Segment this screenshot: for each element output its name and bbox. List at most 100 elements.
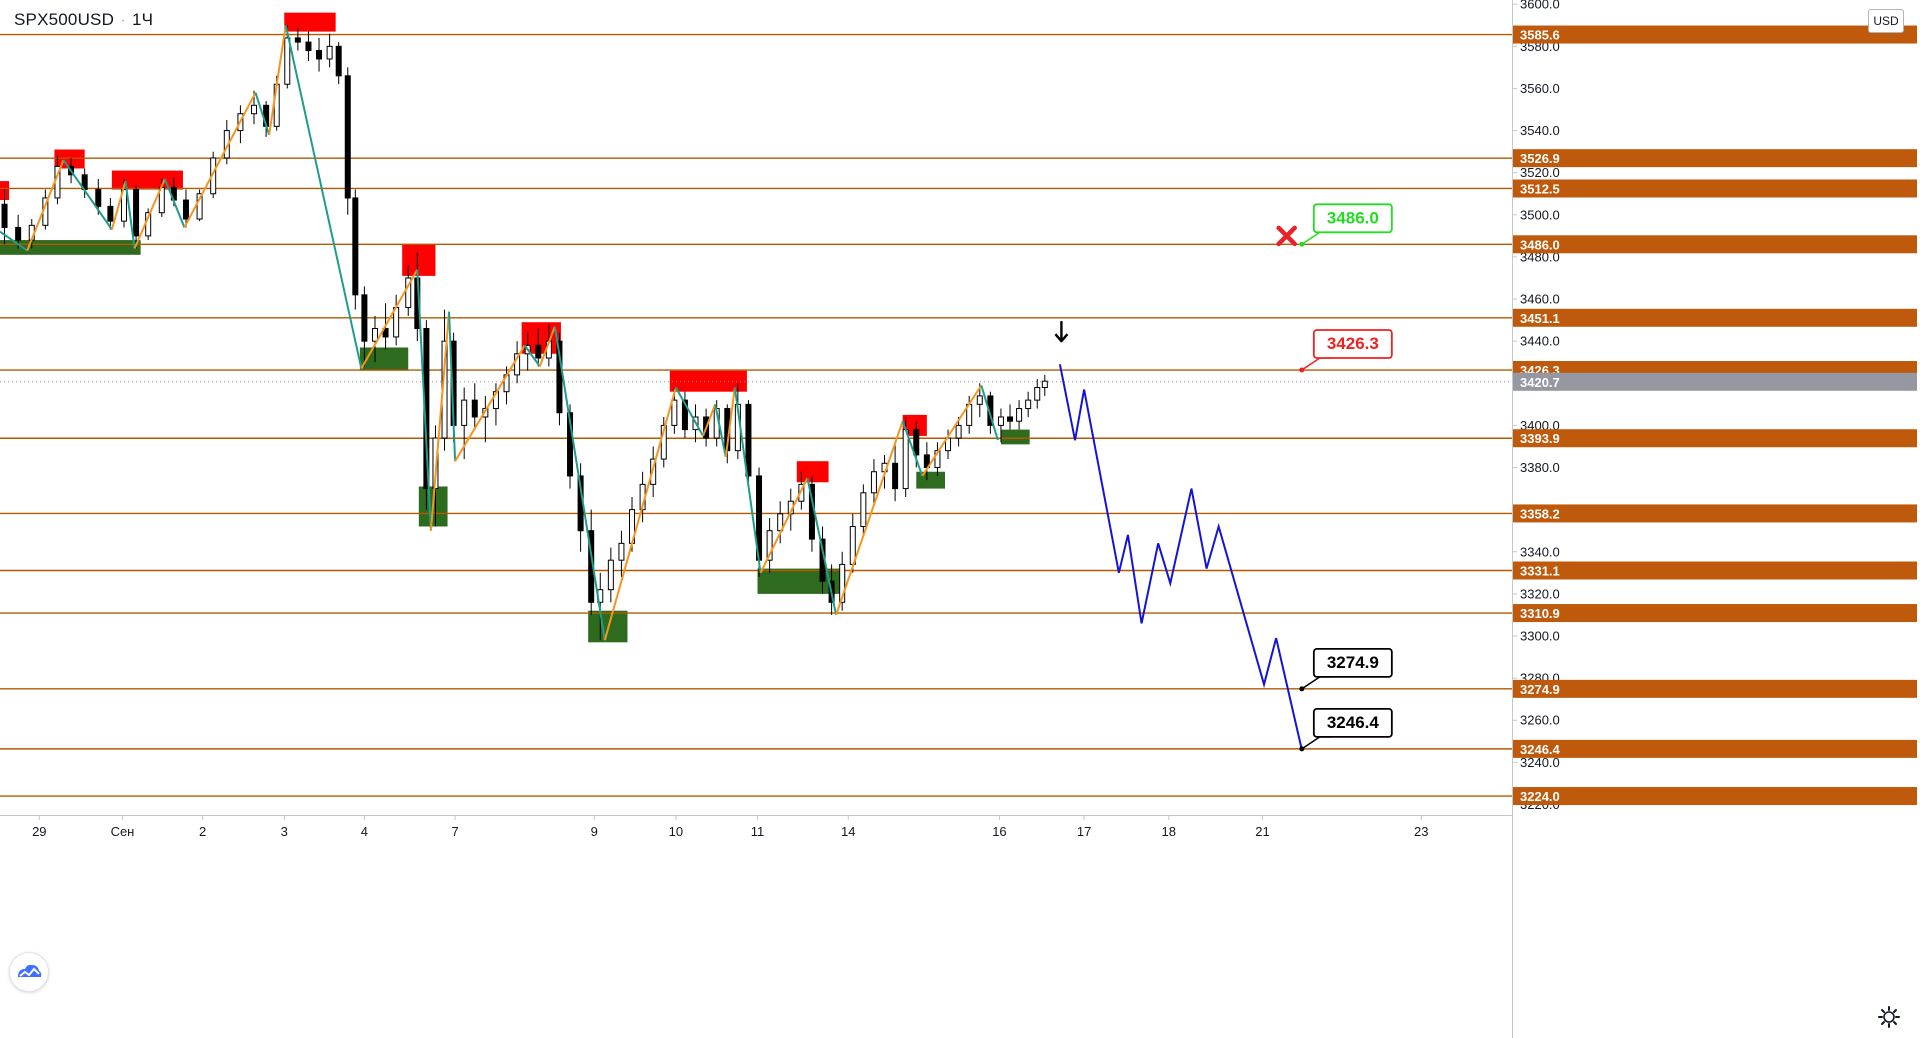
x-tick-label: 16 [992,824,1006,839]
candle-body [798,483,805,502]
candle-body [607,559,614,591]
x-tick-label: 17 [1077,824,1091,839]
y-tick-label: 3320.0 [1520,586,1560,601]
candle-body [196,193,203,220]
candle-body [997,416,1004,426]
candle-body [745,403,752,477]
x-tick-label: 23 [1414,824,1428,839]
zigzag-segment [553,326,606,641]
candle-body [133,189,140,237]
zigzag-segment [733,387,762,573]
level-price-label: 3331.1 [1520,564,1560,579]
level-price-badge [1513,504,1917,523]
level-price-badge [1513,235,1917,254]
level-price-label: 3451.1 [1520,311,1560,326]
zigzag-segment [416,269,432,531]
target-label: 3486.0 [1327,208,1379,227]
currency-button[interactable]: USD [1868,9,1904,33]
candle-body [326,45,333,60]
candle-body [870,471,877,494]
x-tick-label: 14 [841,824,855,839]
y-tick-label: 3600.0 [1520,0,1560,12]
y-tick-label: 3440.0 [1520,334,1560,349]
zigzag-segment [163,178,186,228]
candle-body [892,462,899,490]
zigzag-segment [62,159,113,231]
candle-body [1016,408,1023,422]
zigzag-segment [714,404,727,458]
level-price-badge [1513,25,1917,44]
zigzag-segment [759,477,809,574]
x-tick-label: 11 [751,824,765,839]
candle-body [344,75,351,199]
symbol-header: SPX500USD · 1Ч [10,8,158,32]
zigzag-segment [110,180,127,230]
candle-body [1007,416,1014,422]
x-tick-label: 18 [1162,824,1176,839]
zigzag-segment [702,403,717,437]
forecast-path [1058,364,1303,750]
zigzag-segment [183,92,257,228]
y-tick-label: 3380.0 [1520,460,1560,475]
zigzag-segment [268,25,287,135]
zigzag-segment [0,230,28,252]
zigzag-segment [674,387,704,437]
zigzag-segment [429,311,451,531]
candle-body [471,399,478,418]
target-label: 3426.3 [1327,334,1379,353]
zigzag-segment [133,178,166,249]
zigzag-segment [901,420,924,477]
candle-body [382,328,389,338]
level-price-badge [1513,561,1917,580]
candle-body [987,395,994,426]
x-tick-label: Сен [111,824,135,839]
y-tick-label: 3560.0 [1520,81,1560,96]
candle-body [15,226,22,241]
zigzag-segment [538,326,556,367]
candle-body [955,424,962,439]
candle-body [934,450,941,469]
level-price-badge [1513,149,1917,168]
candle-body [294,37,301,43]
symbol-name: SPX500USD [14,10,115,29]
zigzag-segment [124,180,136,249]
x-tick-label: 21 [1255,824,1269,839]
current-price-label: 3420.7 [1520,375,1560,390]
candle-body [839,563,846,603]
level-price-badge [1513,308,1917,327]
zigzag-segment [454,344,526,462]
resistance-zone [402,244,436,276]
zigzag-segment [724,387,736,458]
level-price-badge [1513,604,1917,623]
zigzag-segment [448,311,457,462]
candle-body [95,189,102,207]
x-tick-label: 3 [281,824,288,839]
candle-body [352,197,359,296]
candle-body [1041,380,1048,388]
zigzag-segment [806,477,838,616]
interval-label[interactable]: 1Ч [131,10,154,29]
x-tick-label: 4 [361,824,368,839]
target-box [1312,647,1393,678]
level-price-label: 3486.0 [1520,237,1560,252]
level-price-badge [1513,429,1917,448]
candle-body [618,542,625,561]
candle-body [777,513,784,532]
zigzag-segment [26,159,65,251]
target-label: 3274.9 [1327,653,1379,672]
candle-body [913,429,920,456]
zigzag-segment [360,269,419,370]
zigzag-segment [921,384,983,477]
candle-body [371,328,378,342]
x-tick-label: 10 [669,824,683,839]
zigzag-segment [603,387,677,641]
candle-body [671,399,678,426]
gear-icon[interactable] [1876,1004,1902,1030]
level-price-badge [1513,679,1917,698]
tradingview-logo-icon[interactable] [9,952,49,992]
resistance-zone [796,461,829,483]
level-price-label: 3526.9 [1520,151,1560,166]
x-tick-label: 7 [451,824,458,839]
